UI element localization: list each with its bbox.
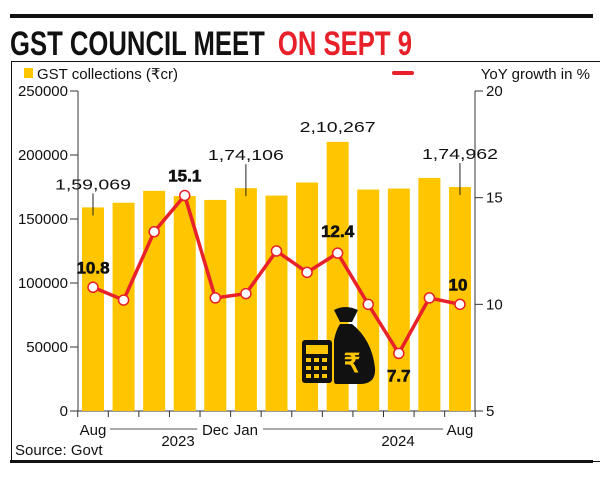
money-icon-group: ₹ [302,307,376,384]
growth-point [393,347,405,360]
x-tick-label: Jan [234,422,258,439]
svg-text:₹: ₹ [344,348,361,378]
bar-nov-2023 [173,196,196,411]
legend-bar-swatch [24,68,33,78]
left-tick-label: 200000 [18,147,68,164]
left-tick-label: 50000 [26,339,68,356]
growth-point [454,298,466,311]
legend-bar-label: GST collections (₹cr) [37,66,178,83]
growth-line [87,189,466,360]
growth-value-label: 7.7 [387,366,411,385]
growth-value-label: 10.8 [76,258,109,277]
left-tick-label: 150000 [18,211,68,228]
data-labels: 1,59,069 1,74,106 2,10,267 1,74,962 10.8 15.1… [55,119,498,386]
bar-value-label: 1,74,106 [208,147,284,164]
growth-point [331,247,344,259]
bar-sep-2023 [112,202,135,411]
legend-line-label: YoY growth in % [481,66,590,83]
growth-point [178,189,191,202]
legend: GST collections (₹cr) YoY growth in % [24,66,590,83]
growth-value-label: 15.1 [168,167,201,186]
left-tick-label: 100000 [18,275,68,292]
growth-point [148,226,160,238]
bar-value-label: 1,74,962 [422,146,498,163]
growth-point [209,292,222,304]
bar-feb-2024 [265,195,288,411]
bar-dec-2023 [204,199,227,411]
right-tick-label: 10 [486,296,503,313]
growth-point [423,292,436,304]
year-label-2024: 2024 [381,433,414,450]
title-part2: ON SEPT 9 [278,25,412,63]
axes: 0 50000 100000 150000 200000 250000 5 10 15 20 Aug… [18,83,503,450]
x-tick-label: Aug [80,422,107,439]
growth-point [362,298,374,311]
growth-point [87,281,99,294]
growth-point [117,294,130,306]
year-label-2023: 2023 [161,433,194,450]
title: GST COUNCIL MEET ON SEPT 9 [10,25,412,63]
calculator-icon [302,340,332,383]
source-note: Source: Govt [15,442,103,459]
bar-aug-2023 [82,207,104,411]
bar-value-label: 2,10,267 [300,119,376,136]
rupee-money-bag-icon: ₹ [334,307,376,384]
legend-line-swatch [392,71,414,75]
growth-point [240,287,252,300]
right-tick-label: 5 [486,403,494,420]
bottom-rule [10,460,593,463]
left-tick-label: 250000 [18,83,68,100]
top-rule [10,14,593,18]
right-tick-label: 15 [486,190,503,207]
growth-value-label: 10 [448,275,467,294]
bar-jan-2024 [234,188,257,411]
growth-point [270,245,283,257]
title-part1: GST COUNCIL MEET [10,25,265,63]
x-tick-label: Dec [202,422,229,439]
bar-value-label: 1,59,069 [55,176,131,193]
x-tick-label: Aug [447,422,474,439]
left-tick-label: 0 [60,403,68,420]
right-tick-label: 20 [486,83,503,100]
growth-point [301,266,313,279]
growth-value-label: 12.4 [321,222,355,241]
bars [82,141,471,411]
bar-jun-2024 [387,188,410,411]
